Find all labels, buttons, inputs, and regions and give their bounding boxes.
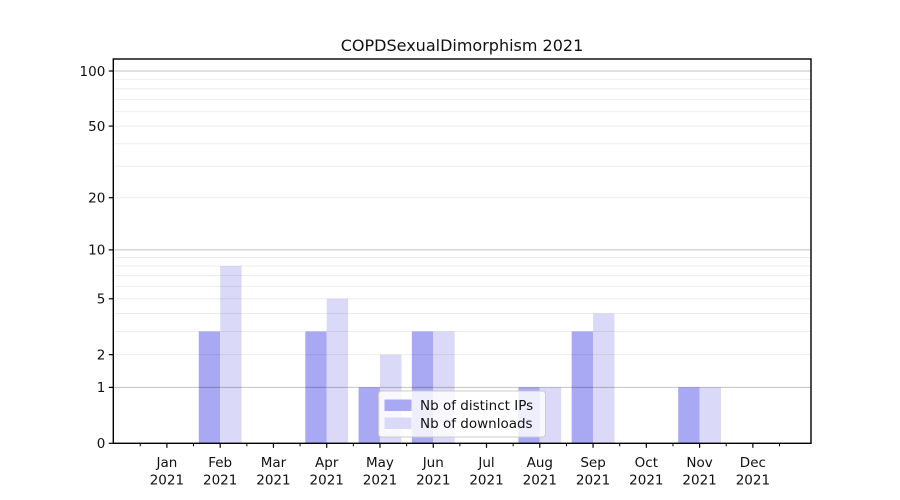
x-tick-year: 2021 bbox=[682, 473, 716, 489]
y-tick-label: 1 bbox=[97, 380, 106, 396]
legend-swatch bbox=[384, 417, 412, 429]
y-tick-label: 50 bbox=[88, 119, 105, 135]
bar-distinct-ips bbox=[678, 387, 700, 444]
y-tick-label: 2 bbox=[97, 347, 106, 363]
x-tick-year: 2021 bbox=[203, 473, 237, 489]
x-tick-month: May bbox=[366, 455, 394, 471]
bar-downloads bbox=[326, 298, 349, 444]
y-tick-label: 10 bbox=[88, 243, 105, 259]
x-tick-month: Dec bbox=[740, 455, 766, 471]
x-tick-month: Oct bbox=[635, 455, 658, 471]
x-tick-month: Aug bbox=[527, 455, 553, 471]
x-tick-year: 2021 bbox=[576, 473, 610, 489]
bar-distinct-ips bbox=[358, 387, 380, 444]
x-tick-month: Jul bbox=[477, 455, 494, 471]
x-tick-month: Sep bbox=[580, 455, 605, 471]
x-tick-month: Feb bbox=[208, 455, 232, 471]
x-tick-year: 2021 bbox=[363, 473, 397, 489]
legend-swatch bbox=[384, 399, 412, 411]
x-tick-month: Nov bbox=[686, 455, 712, 471]
x-tick-month: Jan bbox=[155, 455, 177, 471]
x-tick-year: 2021 bbox=[736, 473, 770, 489]
x-tick-month: Jun bbox=[422, 455, 444, 471]
x-tick-year: 2021 bbox=[629, 473, 663, 489]
y-tick-label: 20 bbox=[88, 190, 105, 206]
x-tick-year: 2021 bbox=[150, 473, 184, 489]
legend-box bbox=[378, 390, 546, 438]
x-tick-year: 2021 bbox=[310, 473, 344, 489]
x-tick-year: 2021 bbox=[416, 473, 450, 489]
bar-distinct-ips bbox=[198, 331, 221, 444]
x-tick-year: 2021 bbox=[256, 473, 290, 489]
chart-title: COPDSexualDimorphism 2021 bbox=[340, 36, 584, 55]
bar-distinct-ips bbox=[571, 331, 594, 444]
plot-border bbox=[112, 58, 812, 444]
bar-downloads bbox=[593, 313, 615, 444]
x-tick-year: 2021 bbox=[469, 473, 503, 489]
y-tick-label: 100 bbox=[80, 64, 106, 80]
y-tick-label: 0 bbox=[97, 436, 106, 452]
bar-downloads bbox=[220, 266, 242, 444]
x-tick-year: 2021 bbox=[523, 473, 557, 489]
legend-label: Nb of distinct IPs bbox=[420, 398, 533, 414]
bar-downloads bbox=[699, 387, 721, 444]
bar-distinct-ips bbox=[305, 331, 327, 444]
x-tick-month: Apr bbox=[315, 455, 339, 471]
legend-label: Nb of downloads bbox=[420, 416, 533, 432]
x-tick-month: Mar bbox=[261, 455, 287, 471]
y-tick-label: 5 bbox=[97, 292, 106, 308]
